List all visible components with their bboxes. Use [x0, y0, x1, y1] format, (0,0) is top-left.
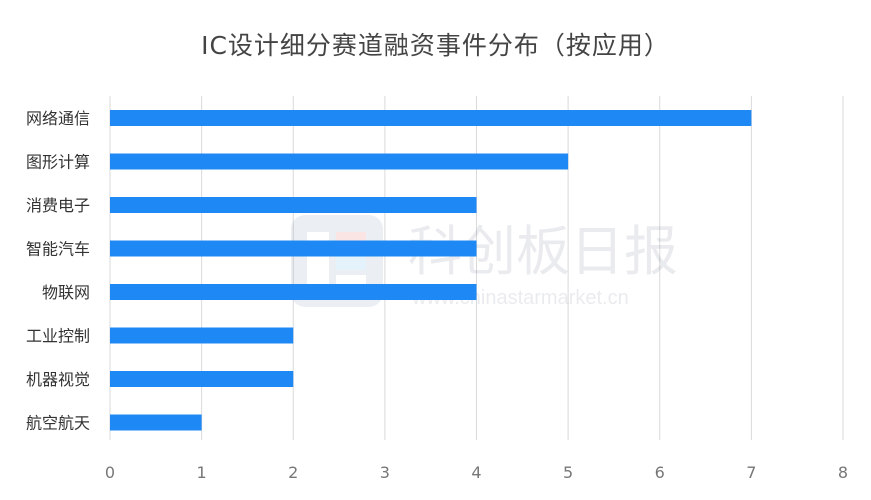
- x-tick-label: 7: [746, 463, 756, 482]
- grid-lines: [109, 96, 844, 440]
- x-tick-label: 2: [288, 463, 298, 482]
- x-tick-label: 4: [471, 463, 481, 482]
- bar: [110, 327, 294, 344]
- bar: [110, 153, 569, 170]
- category-label: 机器视觉: [26, 370, 90, 389]
- x-tick-label: 5: [563, 463, 573, 482]
- bar: [110, 284, 477, 300]
- x-tick-labels: 0 1 2 3 4 5 6 7 8: [105, 463, 848, 482]
- chart-title: IC设计细分赛道融资事件分布（按应用）: [201, 31, 670, 60]
- bar: [110, 197, 477, 213]
- category-label: 工业控制: [26, 327, 90, 346]
- bar: [110, 371, 294, 387]
- category-label: 航空航天: [26, 414, 90, 433]
- bar: [110, 240, 477, 257]
- category-label: 消费电子: [26, 196, 90, 215]
- category-label: 物联网: [42, 283, 90, 302]
- category-label: 智能汽车: [26, 240, 90, 259]
- x-tick-label: 3: [380, 463, 390, 482]
- x-tick-label: 1: [197, 463, 207, 482]
- x-tick-label: 8: [838, 463, 848, 482]
- bar: [110, 110, 752, 126]
- category-label: 图形计算: [26, 153, 90, 172]
- bar: [110, 414, 202, 431]
- bars: [110, 110, 752, 431]
- category-label: 网络通信: [26, 109, 90, 128]
- x-tick-label: 0: [105, 463, 115, 482]
- x-tick-label: 6: [655, 463, 665, 482]
